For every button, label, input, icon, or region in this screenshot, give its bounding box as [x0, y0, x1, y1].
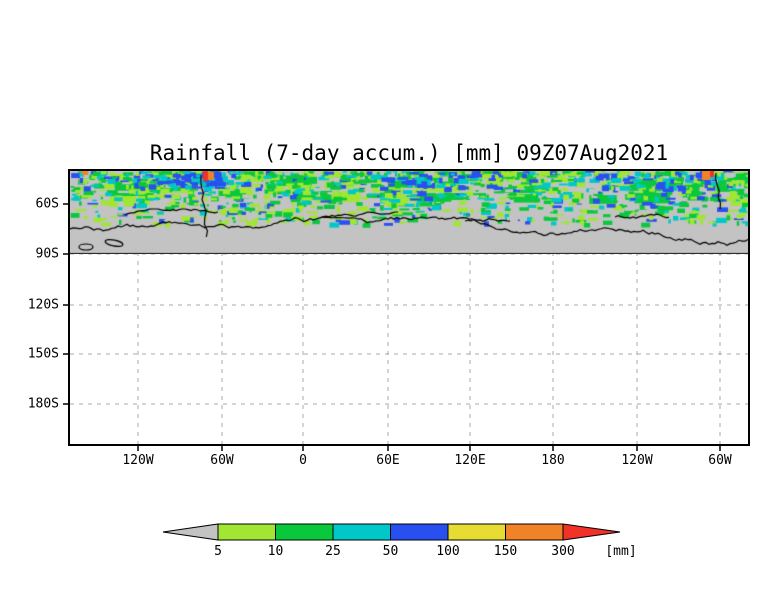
x-tick-label: 0: [299, 453, 307, 468]
x-tick-label: 180: [541, 453, 565, 468]
y-tick-label: 150S: [27, 346, 59, 362]
rainfall-field: [70, 171, 748, 254]
colorbar-tick-label: 5: [214, 544, 222, 559]
colorbar-tick-label: 10: [267, 544, 284, 559]
colorbar-tick-label: 150: [493, 544, 518, 559]
y-tick-label: 90S: [35, 246, 59, 262]
colorbar-tick-label: 300: [551, 544, 575, 559]
colorbar-bar: [162, 523, 621, 541]
colorbar-labels: 5 10 25 50 100 150 300: [163, 523, 623, 565]
map-plot-area: 60S 90S 120S 150S 180S 120W 60W 0 60E 120E 180 120…: [28, 169, 750, 468]
colorbar-tick-label: 100: [436, 544, 460, 559]
x-tick-label: 60E: [376, 453, 400, 468]
x-tick-label: 120W: [621, 453, 653, 468]
y-tick-label: 60S: [35, 196, 59, 212]
plot-title: Rainfall (7-day accum.) [mm] 09Z07Aug202…: [149, 141, 669, 165]
colorbar-unit-label: [mm]: [605, 544, 637, 559]
colorbar-tick-label: 50: [382, 544, 399, 559]
y-tick-label: 180S: [27, 396, 59, 412]
x-tick-label: 60W: [210, 453, 234, 468]
colorbar-tick-label: 25: [325, 544, 341, 559]
x-tick-label: 60W: [708, 453, 732, 468]
colorbar: 5 10 25 50 100 150 300 [mm]: [162, 523, 637, 565]
x-tick-label: 120E: [454, 453, 486, 468]
x-tick-label: 120W: [122, 453, 154, 468]
y-tick-label: 120S: [27, 297, 59, 313]
